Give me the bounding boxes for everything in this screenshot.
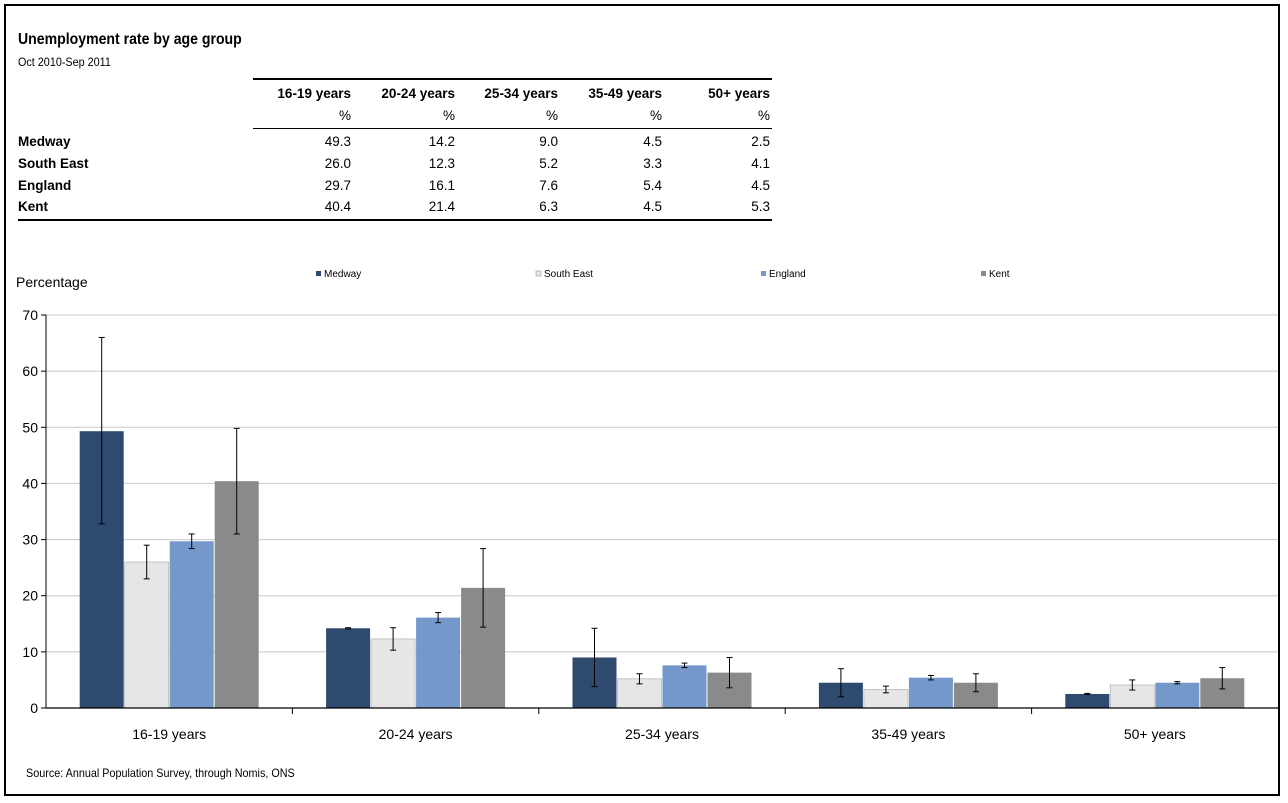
row-label: Kent [18,199,48,214]
y-tick-label: 50 [22,419,38,435]
row-label: Medway [18,134,71,149]
row-label: England [18,178,72,193]
unit-label: % [545,108,558,123]
column-header: 20-24 years [381,86,455,101]
column-header: 25-34 years [484,86,558,101]
bar [662,665,707,708]
x-tick-label: 16-19 years [132,726,206,742]
table-cell: 26.0 [324,156,351,171]
y-tick-label: 20 [22,588,38,604]
table-cell: 40.4 [324,199,351,214]
bar [1065,693,1110,708]
x-tick-label: 20-24 years [379,726,453,742]
table-cell: 9.0 [539,134,558,149]
table-cell: 4.5 [643,199,662,214]
unit-label: % [649,108,662,123]
bar [124,561,170,709]
x-tick-label: 50+ years [1124,726,1186,742]
figure-frame: Unemployment rate by age group Oct 2010-… [4,4,1280,796]
table-cell: 4.5 [751,178,770,193]
y-tick-label: 40 [22,475,38,491]
y-tick-label: 30 [22,532,38,548]
table-cell: 4.1 [751,156,770,171]
unit-label: % [338,108,351,123]
table-cell: 7.6 [539,178,558,193]
table-cell: 4.5 [643,134,662,149]
row-label: South East [18,156,89,171]
y-tick-label: 60 [22,363,38,379]
table-cell: 5.3 [751,199,770,214]
table-header-rule [253,128,772,129]
unit-label: % [442,108,455,123]
legend-label: Medway [324,269,361,280]
column-header: 50+ years [708,86,770,101]
bar-chart: 0 10 20 30 40 50 60 70 Percentage 16-19 years 20-2… [16,269,1278,742]
legend-swatch [316,271,321,276]
y-axis-label: Percentage [16,274,88,290]
legend-swatch [981,271,986,276]
legend-swatch [761,271,766,276]
table-cell: 3.3 [643,156,662,171]
page-title: Unemployment rate by age group [18,31,242,48]
legend-label: Kent [989,269,1010,280]
table-cell: 12.3 [428,156,455,171]
bar [169,541,214,708]
bar [908,677,953,708]
table-cell: 2.5 [751,134,770,149]
column-header: 35-49 years [588,86,662,101]
table-top-rule [253,78,772,80]
column-header: 16-19 years [277,86,351,101]
x-tick-label: 25-34 years [625,726,699,742]
unit-label: % [757,108,770,123]
table-cell: 16.1 [428,178,455,193]
table-bottom-rule [18,219,772,221]
y-tick-label: 10 [22,644,38,660]
table-cell: 29.7 [324,178,351,193]
period-subtitle: Oct 2010-Sep 2011 [18,55,111,69]
source-note: Source: Annual Population Survey, throug… [26,766,295,780]
bar [416,617,461,708]
y-tick-label: 70 [22,307,38,323]
table-cell: 21.4 [428,199,455,214]
bar [326,628,371,708]
table-cell: 6.3 [539,199,558,214]
y-tick-label: 0 [30,700,38,716]
table-cell: 14.2 [428,134,455,149]
table-cell: 49.3 [324,134,351,149]
x-tick-label: 35-49 years [871,726,945,742]
legend-label: South East [544,269,593,280]
bar [1155,682,1200,708]
legend-swatch [535,270,542,277]
table-cell: 5.4 [643,178,662,193]
legend-label: England [769,269,806,280]
table-cell: 5.2 [539,156,558,171]
